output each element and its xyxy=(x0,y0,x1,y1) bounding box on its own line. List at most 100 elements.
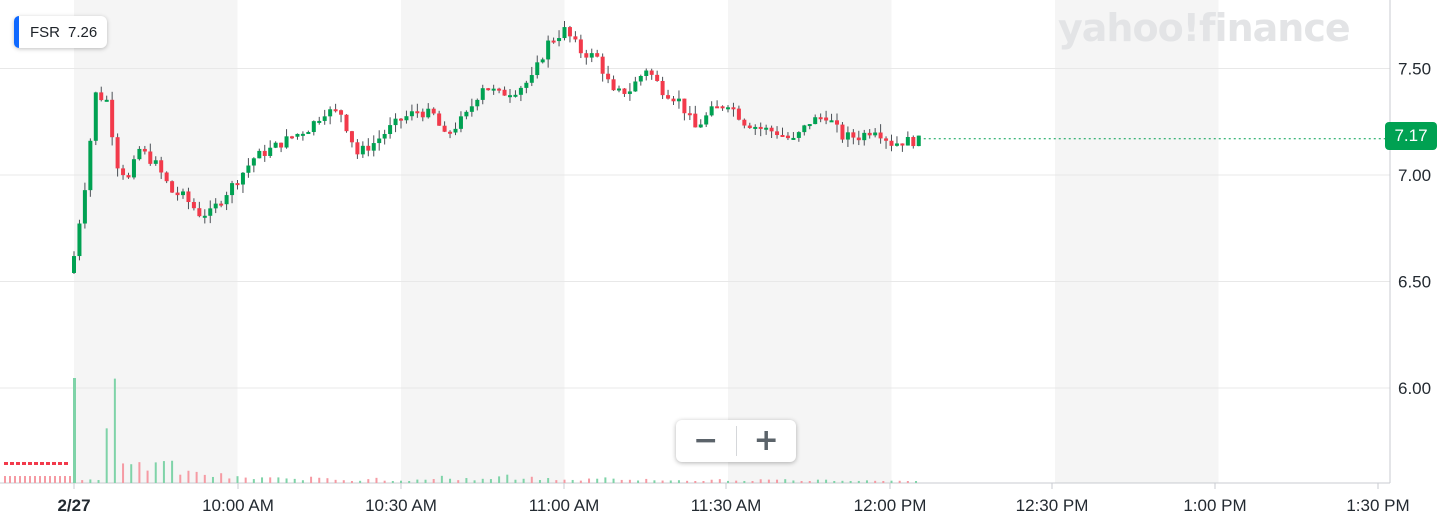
candle-down xyxy=(110,99,115,138)
candle-up xyxy=(104,99,109,102)
candle-down xyxy=(142,148,147,152)
candle-up xyxy=(306,132,311,135)
candle-down xyxy=(693,113,698,128)
volume-bar xyxy=(97,480,100,483)
candle-up xyxy=(475,99,480,107)
time-band xyxy=(74,0,238,483)
premarket-volume-bar xyxy=(39,476,41,483)
candle-up xyxy=(317,120,322,123)
candle-down xyxy=(567,27,572,37)
y-tick-label: 7.00 xyxy=(1398,166,1431,185)
volume-bar xyxy=(359,480,362,483)
volume-bar xyxy=(424,479,427,483)
candle-down xyxy=(399,118,403,121)
candle-up xyxy=(894,143,899,146)
zoom-out-button[interactable]: − xyxy=(676,420,736,462)
volume-bar xyxy=(530,476,533,483)
candle-down xyxy=(884,138,889,141)
volume-spike xyxy=(73,378,76,483)
candle-up xyxy=(829,120,834,123)
volume-bar xyxy=(702,481,705,483)
y-tick-label: 7.50 xyxy=(1398,60,1431,79)
candle-up xyxy=(698,124,703,128)
candle-up xyxy=(268,147,273,156)
candle-down xyxy=(655,74,660,81)
candle-up xyxy=(181,191,185,196)
volume-bar xyxy=(465,478,468,483)
candle-down xyxy=(682,98,687,114)
volume-bar xyxy=(277,477,280,483)
zoom-in-button[interactable]: + xyxy=(737,420,797,462)
premarket-candle xyxy=(46,462,50,465)
volume-bar xyxy=(130,464,133,483)
candle-down xyxy=(290,136,294,139)
volume-bar xyxy=(898,480,901,483)
candle-up xyxy=(524,82,529,88)
premarket-candle xyxy=(22,462,26,465)
candle-down xyxy=(736,108,741,120)
volume-bar xyxy=(195,471,198,483)
candle-up xyxy=(213,203,218,209)
candle-up xyxy=(388,125,393,135)
candle-up xyxy=(518,87,523,95)
candle-up xyxy=(480,88,485,100)
volume-bar xyxy=(792,480,795,483)
candle-down xyxy=(121,168,126,176)
volume-bar xyxy=(154,462,157,483)
candle-down xyxy=(164,172,169,182)
volume-bar xyxy=(825,479,828,483)
candle-down xyxy=(99,92,104,101)
volume-bar xyxy=(228,478,231,483)
volume-bar xyxy=(906,481,909,483)
volume-bar xyxy=(310,476,313,483)
volume-bar xyxy=(915,481,918,483)
candle-down xyxy=(742,119,747,126)
candle-up xyxy=(638,75,643,82)
volume-bar xyxy=(146,470,149,483)
volume-bar xyxy=(669,480,672,483)
candle-up xyxy=(469,106,474,112)
last-price-tag: 7.17 xyxy=(1385,122,1437,150)
candle-up xyxy=(873,132,878,136)
candle-up xyxy=(676,98,681,102)
volume-bar xyxy=(865,480,868,483)
volume-bar xyxy=(179,474,182,483)
candle-down xyxy=(595,53,600,57)
candle-down xyxy=(415,111,420,114)
x-tick-label: 10:00 AM xyxy=(202,496,274,515)
candle-down xyxy=(715,106,720,109)
candle-up xyxy=(382,134,387,139)
ticker-badge[interactable]: FSR 7.26 xyxy=(14,16,108,48)
volume-bar xyxy=(743,480,746,483)
volume-bar xyxy=(408,481,411,483)
candle-up xyxy=(807,124,812,127)
volume-bar xyxy=(203,474,206,483)
volume-bar xyxy=(342,480,345,483)
volume-bar xyxy=(759,479,762,483)
candle-up xyxy=(88,140,93,191)
premarket-candle xyxy=(16,462,20,465)
volume-bar xyxy=(506,474,509,483)
volume-bar xyxy=(604,477,607,483)
candle-up xyxy=(224,195,229,205)
premarket-candle xyxy=(10,462,14,465)
candle-down xyxy=(262,150,267,156)
candle-up xyxy=(240,172,245,185)
candle-down xyxy=(649,70,654,75)
volume-bar xyxy=(285,478,288,483)
candle-down xyxy=(431,108,436,114)
volume-bar xyxy=(261,477,264,483)
candle-up xyxy=(529,75,534,83)
volume-bar xyxy=(612,478,615,483)
volume-bar xyxy=(113,378,116,483)
y-tick-label: 6.00 xyxy=(1398,379,1431,398)
candle-down xyxy=(349,131,354,143)
volume-bar xyxy=(457,480,460,483)
volume-bar xyxy=(538,480,541,483)
candle-down xyxy=(747,125,752,129)
ticker-color-bar xyxy=(14,16,19,48)
candle-up xyxy=(453,128,458,133)
candle-up xyxy=(284,136,289,148)
premarket-candle xyxy=(52,462,56,465)
